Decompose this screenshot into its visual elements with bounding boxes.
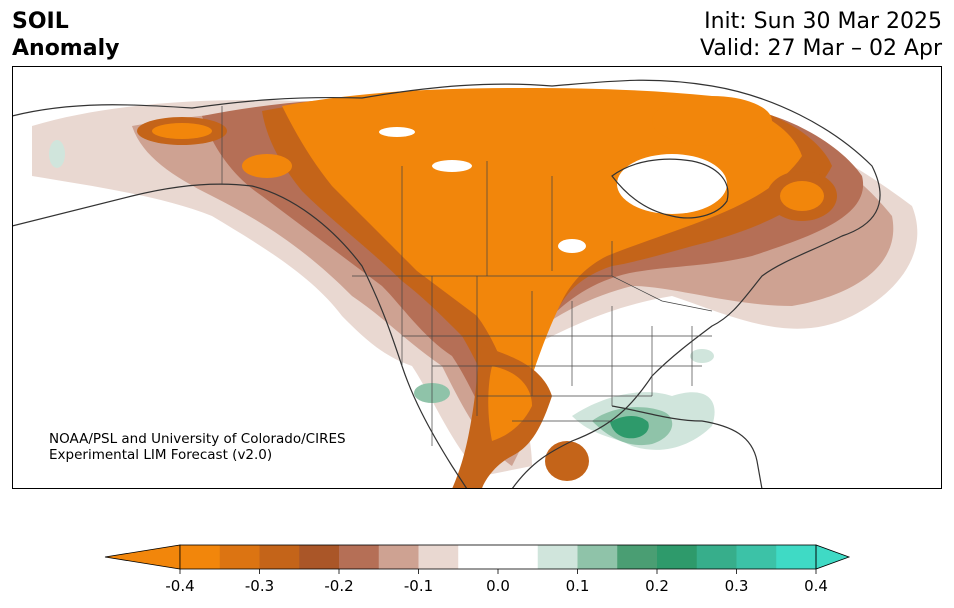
- colorbar-swatches: [104, 544, 851, 570]
- state-borders: [221, 106, 713, 446]
- colorbar-tick-label: -0.1: [404, 577, 433, 595]
- forecast-dates: Init: Sun 30 Mar 2025 Valid: 27 Mar – 02…: [700, 8, 942, 62]
- credit-text: NOAA/PSL and University of Colorado/CIRE…: [49, 431, 346, 463]
- credit-line-2: Experimental LIM Forecast (v2.0): [49, 447, 273, 463]
- anomaly-labrador-core: [780, 181, 824, 211]
- gulf-coast: [611, 405, 763, 489]
- colorbar-tick-label: 0.1: [566, 577, 590, 595]
- anomaly-green-strong: [610, 416, 649, 439]
- colorbar-swatch: [577, 545, 618, 569]
- credit-line-1: NOAA/PSL and University of Colorado/CIRE…: [49, 431, 346, 447]
- colorbar-swatch: [458, 545, 499, 569]
- colorbar-swatch: [498, 545, 539, 569]
- colorbar-swatch: [617, 545, 658, 569]
- colorbar-tick-label: 0.2: [645, 577, 669, 595]
- lake-gap: [558, 239, 586, 253]
- colorbar-tick-label: 0.4: [804, 577, 828, 595]
- anomaly-plains-core: [488, 366, 532, 441]
- anomaly-baffin-blob: [652, 96, 772, 146]
- colorbar-swatch: [736, 545, 777, 569]
- colorbar-swatch: [299, 545, 340, 569]
- init-date: Init: Sun 30 Mar 2025: [704, 9, 942, 34]
- us-state-columns: [401, 276, 693, 446]
- map-frame: [12, 66, 942, 489]
- hudson-bay-coast: [611, 158, 729, 219]
- anomaly-yukon-blob: [242, 154, 292, 178]
- pacific-coast: [12, 183, 468, 489]
- hudson-bay: [617, 154, 727, 214]
- anomaly-alaska-green: [49, 140, 65, 168]
- us-canada-border: [352, 275, 713, 312]
- colorbar-tick-label: 0.3: [725, 577, 749, 595]
- colorbar-swatch: [180, 545, 221, 569]
- colorbar-tick-label: -0.4: [165, 577, 194, 595]
- anomaly-field: [32, 88, 918, 489]
- anomaly-ohio-green: [690, 349, 714, 363]
- colorbar-swatch: [219, 545, 260, 569]
- colorbar-extend-high: [815, 544, 851, 570]
- valid-range: Valid: 27 Mar – 02 Apr: [700, 36, 942, 61]
- colorbar-swatch: [339, 545, 380, 569]
- province-borders: [221, 106, 613, 276]
- anomaly-texas-blob: [545, 441, 589, 481]
- great-slave-gap: [432, 160, 472, 172]
- great-bear-gap: [379, 127, 415, 137]
- variable-label: SOIL: [12, 9, 69, 34]
- colorbar-swatch: [537, 545, 578, 569]
- colorbar-swatch: [657, 545, 698, 569]
- colorbar-tick-label: 0.0: [486, 577, 510, 595]
- map-title: SOIL Anomaly: [12, 8, 119, 62]
- anomaly-label: Anomaly: [12, 36, 120, 61]
- colorbar-swatch: [776, 545, 817, 569]
- anomaly-alaska-core: [152, 123, 212, 139]
- colorbar-extend-low: [104, 544, 181, 570]
- colorbar-swatch: [696, 545, 737, 569]
- anomaly-map: [12, 66, 942, 489]
- colorbar-ticks: -0.4 -0.3 -0.2 -0.1 0.0 0.1 0.2 0.3 0.4: [165, 569, 828, 595]
- colorbar-tick-label: -0.2: [324, 577, 353, 595]
- colorbar-swatch: [418, 545, 459, 569]
- us-state-rows: [402, 335, 712, 422]
- colorbar-swatch: [378, 545, 419, 569]
- colorbar: -0.4 -0.3 -0.2 -0.1 0.0 0.1 0.2 0.3 0.4: [104, 544, 851, 595]
- colorbar-tick-label: -0.3: [245, 577, 274, 595]
- colorbar-swatch: [259, 545, 300, 569]
